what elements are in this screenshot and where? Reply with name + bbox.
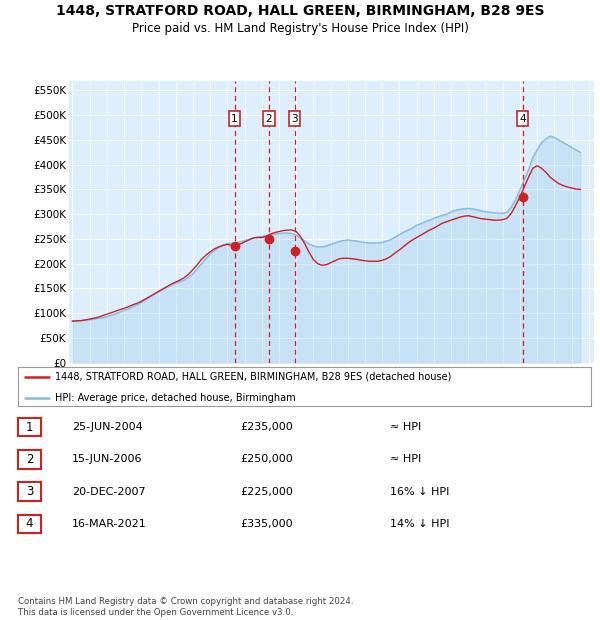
Text: Contains HM Land Registry data © Crown copyright and database right 2024.
This d: Contains HM Land Registry data © Crown c… — [18, 598, 353, 617]
Text: ≈ HPI: ≈ HPI — [390, 422, 421, 432]
Text: 20-DEC-2007: 20-DEC-2007 — [72, 487, 146, 497]
Text: 16-MAR-2021: 16-MAR-2021 — [72, 519, 147, 529]
Text: HPI: Average price, detached house, Birmingham: HPI: Average price, detached house, Birm… — [55, 392, 296, 402]
Text: 1: 1 — [26, 421, 33, 433]
Text: 16% ↓ HPI: 16% ↓ HPI — [390, 487, 449, 497]
Text: ≈ HPI: ≈ HPI — [390, 454, 421, 464]
Text: 3: 3 — [26, 485, 33, 498]
Text: £235,000: £235,000 — [240, 422, 293, 432]
Text: 4: 4 — [520, 113, 526, 123]
Text: 14% ↓ HPI: 14% ↓ HPI — [390, 519, 449, 529]
Text: 2: 2 — [26, 453, 33, 466]
Text: 1: 1 — [231, 113, 238, 123]
Text: 15-JUN-2006: 15-JUN-2006 — [72, 454, 143, 464]
Text: 1448, STRATFORD ROAD, HALL GREEN, BIRMINGHAM, B28 9ES (detached house): 1448, STRATFORD ROAD, HALL GREEN, BIRMIN… — [55, 372, 452, 382]
Text: 4: 4 — [26, 518, 33, 530]
Text: £335,000: £335,000 — [240, 519, 293, 529]
Text: 2: 2 — [266, 113, 272, 123]
Text: £225,000: £225,000 — [240, 487, 293, 497]
Text: Price paid vs. HM Land Registry's House Price Index (HPI): Price paid vs. HM Land Registry's House … — [131, 22, 469, 35]
Text: 1448, STRATFORD ROAD, HALL GREEN, BIRMINGHAM, B28 9ES: 1448, STRATFORD ROAD, HALL GREEN, BIRMIN… — [56, 4, 544, 19]
Text: £250,000: £250,000 — [240, 454, 293, 464]
Text: 25-JUN-2004: 25-JUN-2004 — [72, 422, 143, 432]
Text: 3: 3 — [292, 113, 298, 123]
